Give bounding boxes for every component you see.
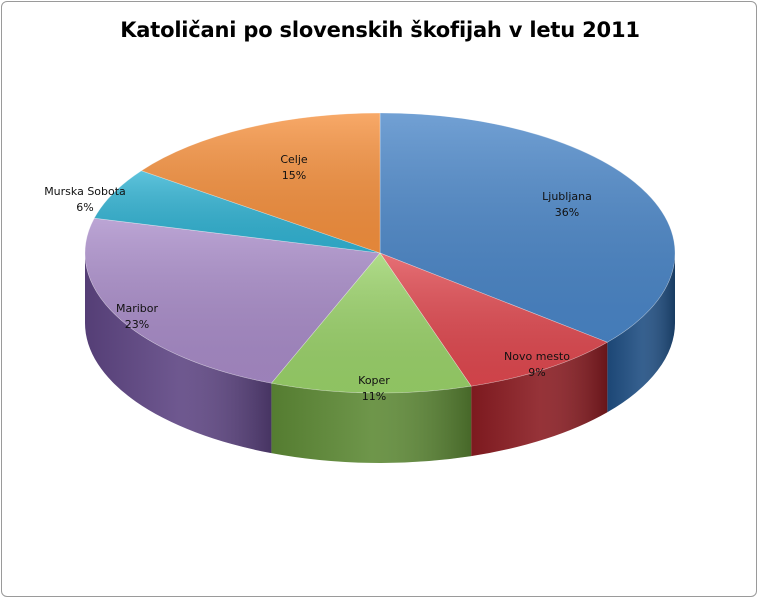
slice-side-shade-maribor xyxy=(84,253,272,454)
slice-label-novo-mesto: Novo mesto xyxy=(504,350,570,363)
slice-label-koper: Koper xyxy=(358,374,390,387)
slice-side-shade-koper xyxy=(271,383,472,464)
slice-value-novo-mesto: 9% xyxy=(528,366,545,379)
slice-side-shade-novo-mesto xyxy=(471,342,608,457)
slice-label-murska-sobota: Murska Sobota xyxy=(44,185,126,198)
chart-title: Katoličani po slovenskih škofijah v letu… xyxy=(120,18,640,42)
slice-label-ljubljana: Ljubljana xyxy=(542,190,592,203)
slice-value-murska-sobota: 6% xyxy=(76,201,93,214)
slice-value-maribor: 23% xyxy=(125,318,149,331)
slice-value-celje: 15% xyxy=(282,169,306,182)
slice-shade-koper xyxy=(271,253,472,393)
slice-value-ljubljana: 36% xyxy=(555,206,579,219)
slice-label-celje: Celje xyxy=(280,153,308,166)
slice-shade-ljubljana xyxy=(380,113,675,343)
slice-shade-maribor xyxy=(85,218,381,384)
slice-shade-murska-sobota xyxy=(94,170,380,253)
slice-label-maribor: Maribor xyxy=(116,302,159,315)
slice-shade-celje xyxy=(141,113,380,253)
slice-shade-novo-mesto xyxy=(380,253,608,387)
slice-side-shade-ljubljana xyxy=(607,253,675,413)
slice-value-koper: 11% xyxy=(362,390,386,403)
